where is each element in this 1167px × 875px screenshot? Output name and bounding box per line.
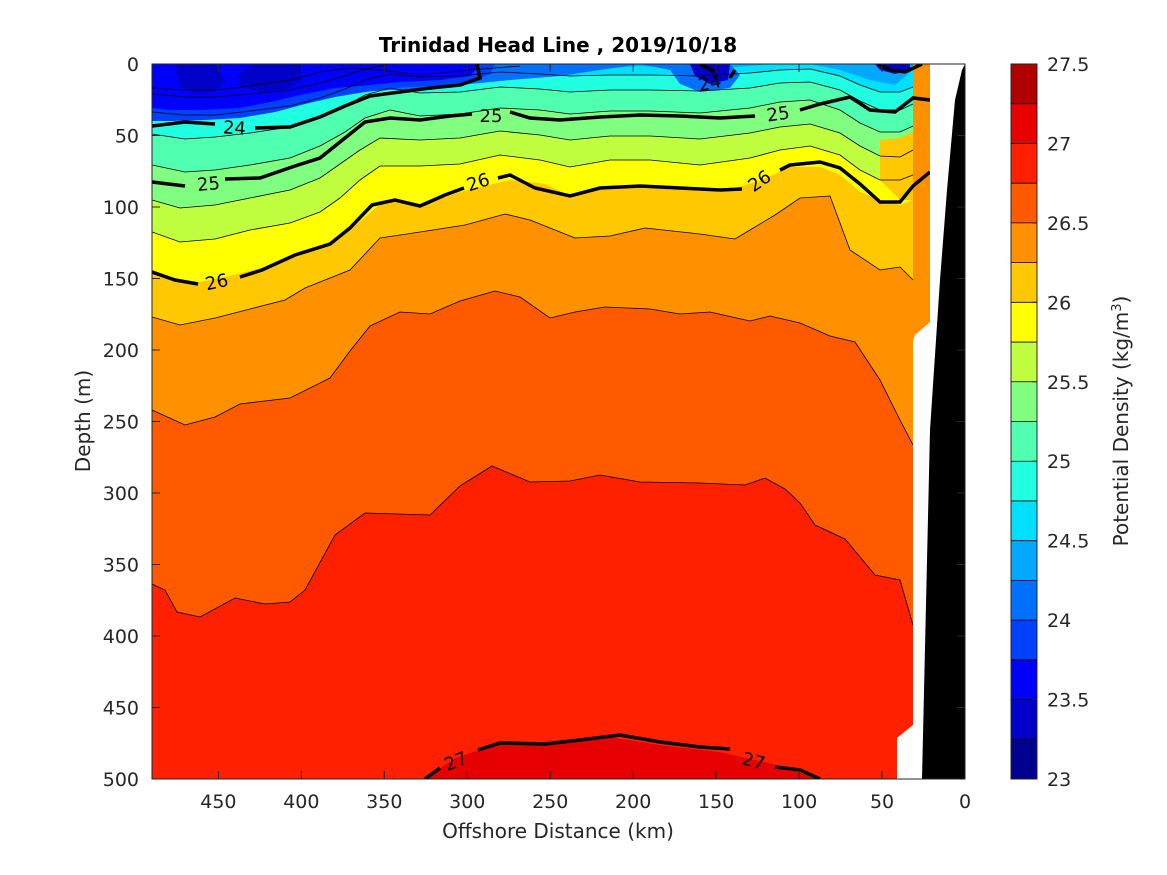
colorbar-swatch bbox=[1011, 103, 1037, 144]
x-tick-label: 350 bbox=[366, 791, 402, 813]
contour-label-26-a: 26 bbox=[203, 270, 230, 295]
x-tick-label: 200 bbox=[615, 791, 651, 813]
colorbar-swatch bbox=[1011, 580, 1037, 621]
colorbar-swatch bbox=[1011, 342, 1037, 382]
colorbar-swatch bbox=[1011, 302, 1037, 343]
contour-25 bbox=[152, 95, 931, 188]
contour-label-25-a: 25 bbox=[196, 173, 221, 196]
y-axis-label: Depth (m) bbox=[71, 370, 95, 472]
contour-26 bbox=[152, 160, 932, 286]
x-axis-label: Offshore Distance (km) bbox=[442, 819, 674, 843]
x-tick-label: 250 bbox=[532, 791, 568, 813]
colorbar-tick-label: 25.5 bbox=[1047, 372, 1089, 394]
band-27-plus bbox=[425, 737, 820, 779]
colorbar-swatch bbox=[1011, 620, 1037, 660]
colorbar: 23 23.5 24 24.5 25 25.5 26 26.5 27 27.5 bbox=[1010, 54, 1089, 791]
colorbar-swatch bbox=[1011, 699, 1037, 740]
y-tick-label: 150 bbox=[103, 269, 139, 291]
colorbar-tick-label: 25 bbox=[1047, 451, 1071, 473]
x-axis: 450 400 350 300 250 200 150 100 50 0 bbox=[200, 64, 971, 813]
contour-27 bbox=[423, 733, 821, 779]
contour-24 bbox=[152, 64, 483, 130]
bold-contours bbox=[152, 64, 932, 779]
y-tick-label: 400 bbox=[103, 626, 139, 648]
contour-label-25-c: 25 bbox=[765, 103, 791, 127]
y-tick-label: 50 bbox=[115, 126, 139, 148]
y-tick-label: 350 bbox=[103, 555, 139, 577]
band-23.5-23.75 bbox=[152, 64, 480, 110]
y-tick-label: 450 bbox=[103, 698, 139, 720]
colorbar-swatch bbox=[1011, 222, 1037, 263]
y-tick-label: 300 bbox=[103, 483, 139, 505]
contour-24-c bbox=[877, 64, 923, 74]
colorbar-tick-label: 27 bbox=[1047, 133, 1071, 155]
contour-label-25-b: 25 bbox=[480, 106, 503, 127]
colorbar-swatch bbox=[1011, 143, 1037, 184]
contour-label-24-b: 24 bbox=[696, 71, 723, 96]
colorbar-swatch bbox=[1011, 421, 1037, 462]
bottom-topography bbox=[922, 64, 965, 779]
band-26.0-26.25 bbox=[152, 291, 913, 779]
band-25.75-26.0 bbox=[152, 146, 913, 282]
colorbar-swatch bbox=[1011, 64, 1037, 104]
colorbar-swatch bbox=[1011, 500, 1037, 541]
band-25.0-25.25 bbox=[152, 82, 913, 172]
y-tick-label: 0 bbox=[127, 54, 139, 76]
colorbar-swatch bbox=[1011, 540, 1037, 581]
band-25.5-25.75 bbox=[152, 124, 913, 242]
colorbar-label: Potential Density (kg/m3) bbox=[1109, 296, 1133, 547]
thin-contours bbox=[152, 64, 914, 626]
x-tick-label: 0 bbox=[959, 791, 971, 813]
y-axis: 0 50 100 150 200 250 300 350 400 450 500 bbox=[103, 54, 965, 791]
band-26.25-26.5-b bbox=[152, 196, 913, 445]
colorbar-tick-label: 27.5 bbox=[1047, 54, 1089, 76]
x-tick-label: 450 bbox=[200, 791, 236, 813]
colorbar-tick-label: 26.5 bbox=[1047, 213, 1089, 235]
colorbar-frame bbox=[1010, 63, 1038, 780]
band-26.0-26.25-nearshore bbox=[880, 132, 913, 200]
y-tick-label: 100 bbox=[103, 197, 139, 219]
contour-24-b bbox=[699, 64, 737, 79]
band-25.25-25.5 bbox=[152, 100, 913, 208]
chart-title: Trinidad Head Line , 2019/10/18 bbox=[379, 33, 737, 57]
colorbar-tick-label: 23.5 bbox=[1047, 690, 1089, 712]
y-tick-label: 200 bbox=[103, 340, 139, 362]
colorbar-swatch bbox=[1011, 739, 1037, 779]
band-23.25-23.5-a bbox=[175, 64, 225, 94]
plot-area: 24 24 25 25 25 26 26 26 27 27 bbox=[152, 64, 965, 779]
band-26.0-26.25-b bbox=[152, 167, 913, 325]
colorbar-tick-label: 24 bbox=[1047, 610, 1071, 632]
colorbar-swatch bbox=[1011, 262, 1037, 303]
x-tick-label: 150 bbox=[698, 791, 734, 813]
y-tick-label: 250 bbox=[103, 412, 139, 434]
colorbar-swatch bbox=[1011, 183, 1037, 223]
band-23.25-23.5-c bbox=[690, 64, 730, 84]
colorbar-tick-label: 26 bbox=[1047, 292, 1071, 314]
colorbar-swatch bbox=[1011, 381, 1037, 422]
band-26.75-27 bbox=[152, 466, 913, 779]
x-tick-label: 50 bbox=[870, 791, 894, 813]
colorbar-tick-label: 23 bbox=[1047, 769, 1071, 791]
no-data-strip-upper bbox=[930, 64, 965, 100]
x-tick-label: 400 bbox=[283, 791, 319, 813]
contour-label-24-a: 24 bbox=[222, 117, 246, 140]
y-tick-label: 500 bbox=[103, 769, 139, 791]
colorbar-swatch bbox=[1011, 659, 1037, 700]
colorbar-tick-label: 24.5 bbox=[1047, 531, 1089, 553]
colorbar-swatch bbox=[1011, 461, 1037, 501]
x-tick-label: 100 bbox=[781, 791, 817, 813]
x-tick-label: 300 bbox=[449, 791, 485, 813]
